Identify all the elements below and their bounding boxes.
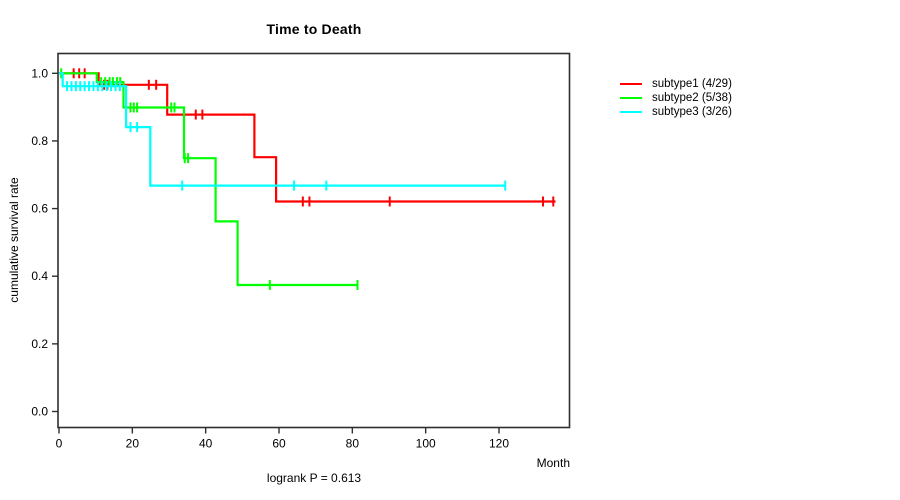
legend-item-subtype1: subtype1 (4/29): [620, 77, 732, 91]
y-tick-label: 0.0: [31, 405, 48, 419]
chart-title: Time to Death: [266, 21, 362, 37]
x-axis-label: Month: [536, 456, 570, 470]
legend-item-subtype3: subtype3 (3/26): [620, 105, 732, 119]
km-curve-subtype2: [59, 72, 358, 287]
legend-line-swatch-subtype3: [620, 111, 642, 113]
legend-label-subtype3: subtype3 (3/26): [652, 106, 732, 118]
y-tick-label: 0.8: [31, 134, 48, 148]
legend-label-subtype1: subtype1 (4/29): [652, 78, 732, 90]
y-tick-label: 1.0: [31, 66, 48, 80]
y-tick-label: 0.6: [31, 202, 48, 216]
logrank-annotation: logrank P = 0.613: [266, 471, 362, 485]
x-tick-label: 120: [489, 437, 509, 451]
x-tick-label: 0: [56, 437, 63, 451]
x-tick-label: 20: [126, 437, 140, 451]
legend-label-subtype2: subtype2 (5/38): [652, 92, 732, 104]
x-tick-label: 40: [199, 437, 213, 451]
y-tick-label: 0.4: [31, 269, 48, 283]
x-tick-label: 60: [272, 437, 286, 451]
x-tick-label: 80: [346, 437, 360, 451]
plot-box: [57, 52, 571, 429]
legend-line-swatch-subtype2: [620, 97, 642, 99]
legend-item-subtype2: subtype2 (5/38): [620, 91, 732, 105]
km-curve-subtype1: [59, 72, 556, 203]
km-curve-subtype3: [59, 72, 506, 187]
x-tick-label: 100: [416, 437, 436, 451]
legend-line-swatch-subtype1: [620, 83, 642, 85]
legend: subtype1 (4/29) subtype2 (5/38) subtype3…: [620, 77, 732, 119]
y-tick-label: 0.2: [31, 337, 48, 351]
